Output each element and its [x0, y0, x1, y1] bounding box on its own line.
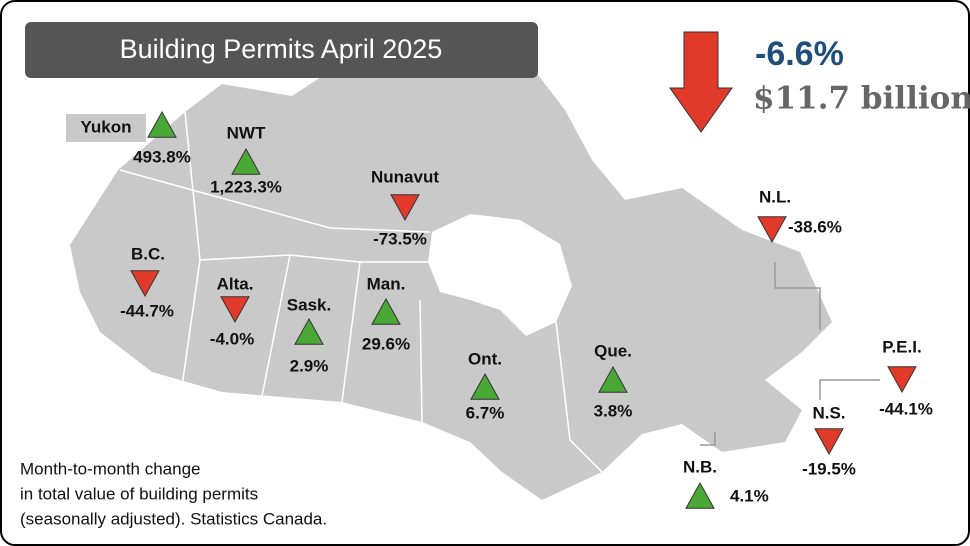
region-name: P.E.I. — [882, 337, 921, 356]
region-change: 493.8% — [133, 147, 191, 166]
direction-triangle — [371, 297, 401, 325]
direction-triangle — [814, 428, 844, 456]
direction-triangle — [220, 296, 250, 324]
direction-triangle — [757, 216, 787, 244]
map — [70, 38, 880, 500]
footnote: Month-to-month change in total value of … — [20, 459, 327, 528]
region-change: -4.0% — [210, 329, 254, 348]
region-name: Yukon — [80, 117, 131, 136]
region-change: -44.7% — [120, 301, 174, 320]
direction-triangle — [470, 372, 500, 400]
direction-triangle — [147, 110, 177, 138]
headline-change: -6.6% — [755, 35, 844, 73]
region-name: Ont. — [468, 349, 502, 368]
region-change: -44.1% — [879, 399, 933, 418]
region-change: -19.5% — [802, 459, 856, 478]
region-name: Sask. — [287, 295, 331, 314]
title: Building Permits April 2025 — [120, 34, 443, 64]
direction-triangle — [887, 366, 917, 394]
region-name: Man. — [367, 274, 406, 293]
title-box — [25, 22, 538, 78]
headline-total: $11.7 billion — [753, 81, 970, 117]
footnote-line: in total value of building permits — [20, 484, 258, 503]
region-name: Alta. — [217, 274, 254, 293]
region-name: NWT — [227, 123, 266, 142]
direction-triangle — [231, 147, 261, 175]
direction-triangle — [294, 317, 324, 345]
region-change: 3.8% — [594, 401, 633, 420]
region-change: 6.7% — [466, 403, 505, 422]
region-change: 4.1% — [730, 486, 769, 505]
footnote-line: Month-to-month change — [20, 459, 201, 478]
region-change: -38.6% — [788, 217, 842, 236]
region-name: N.L. — [759, 187, 791, 206]
region-change: 2.9% — [290, 356, 329, 375]
headline-arrow — [669, 31, 733, 133]
region-change: -73.5% — [373, 229, 427, 248]
region-name: Nunavut — [371, 167, 439, 186]
region-name: Que. — [594, 341, 632, 360]
region-name: B.C. — [131, 244, 165, 263]
direction-triangle — [685, 481, 715, 509]
direction-triangle — [390, 194, 420, 222]
region-name: N.B. — [683, 457, 717, 476]
footnote-line: (seasonally adjusted). Statistics Canada… — [20, 509, 327, 528]
yukon-tab — [66, 114, 146, 142]
region-change: 29.6% — [362, 334, 410, 353]
region-change: 1,223.3% — [210, 177, 282, 196]
direction-triangle — [130, 270, 160, 298]
region-name: N.S. — [812, 403, 845, 422]
direction-triangle — [598, 365, 628, 393]
